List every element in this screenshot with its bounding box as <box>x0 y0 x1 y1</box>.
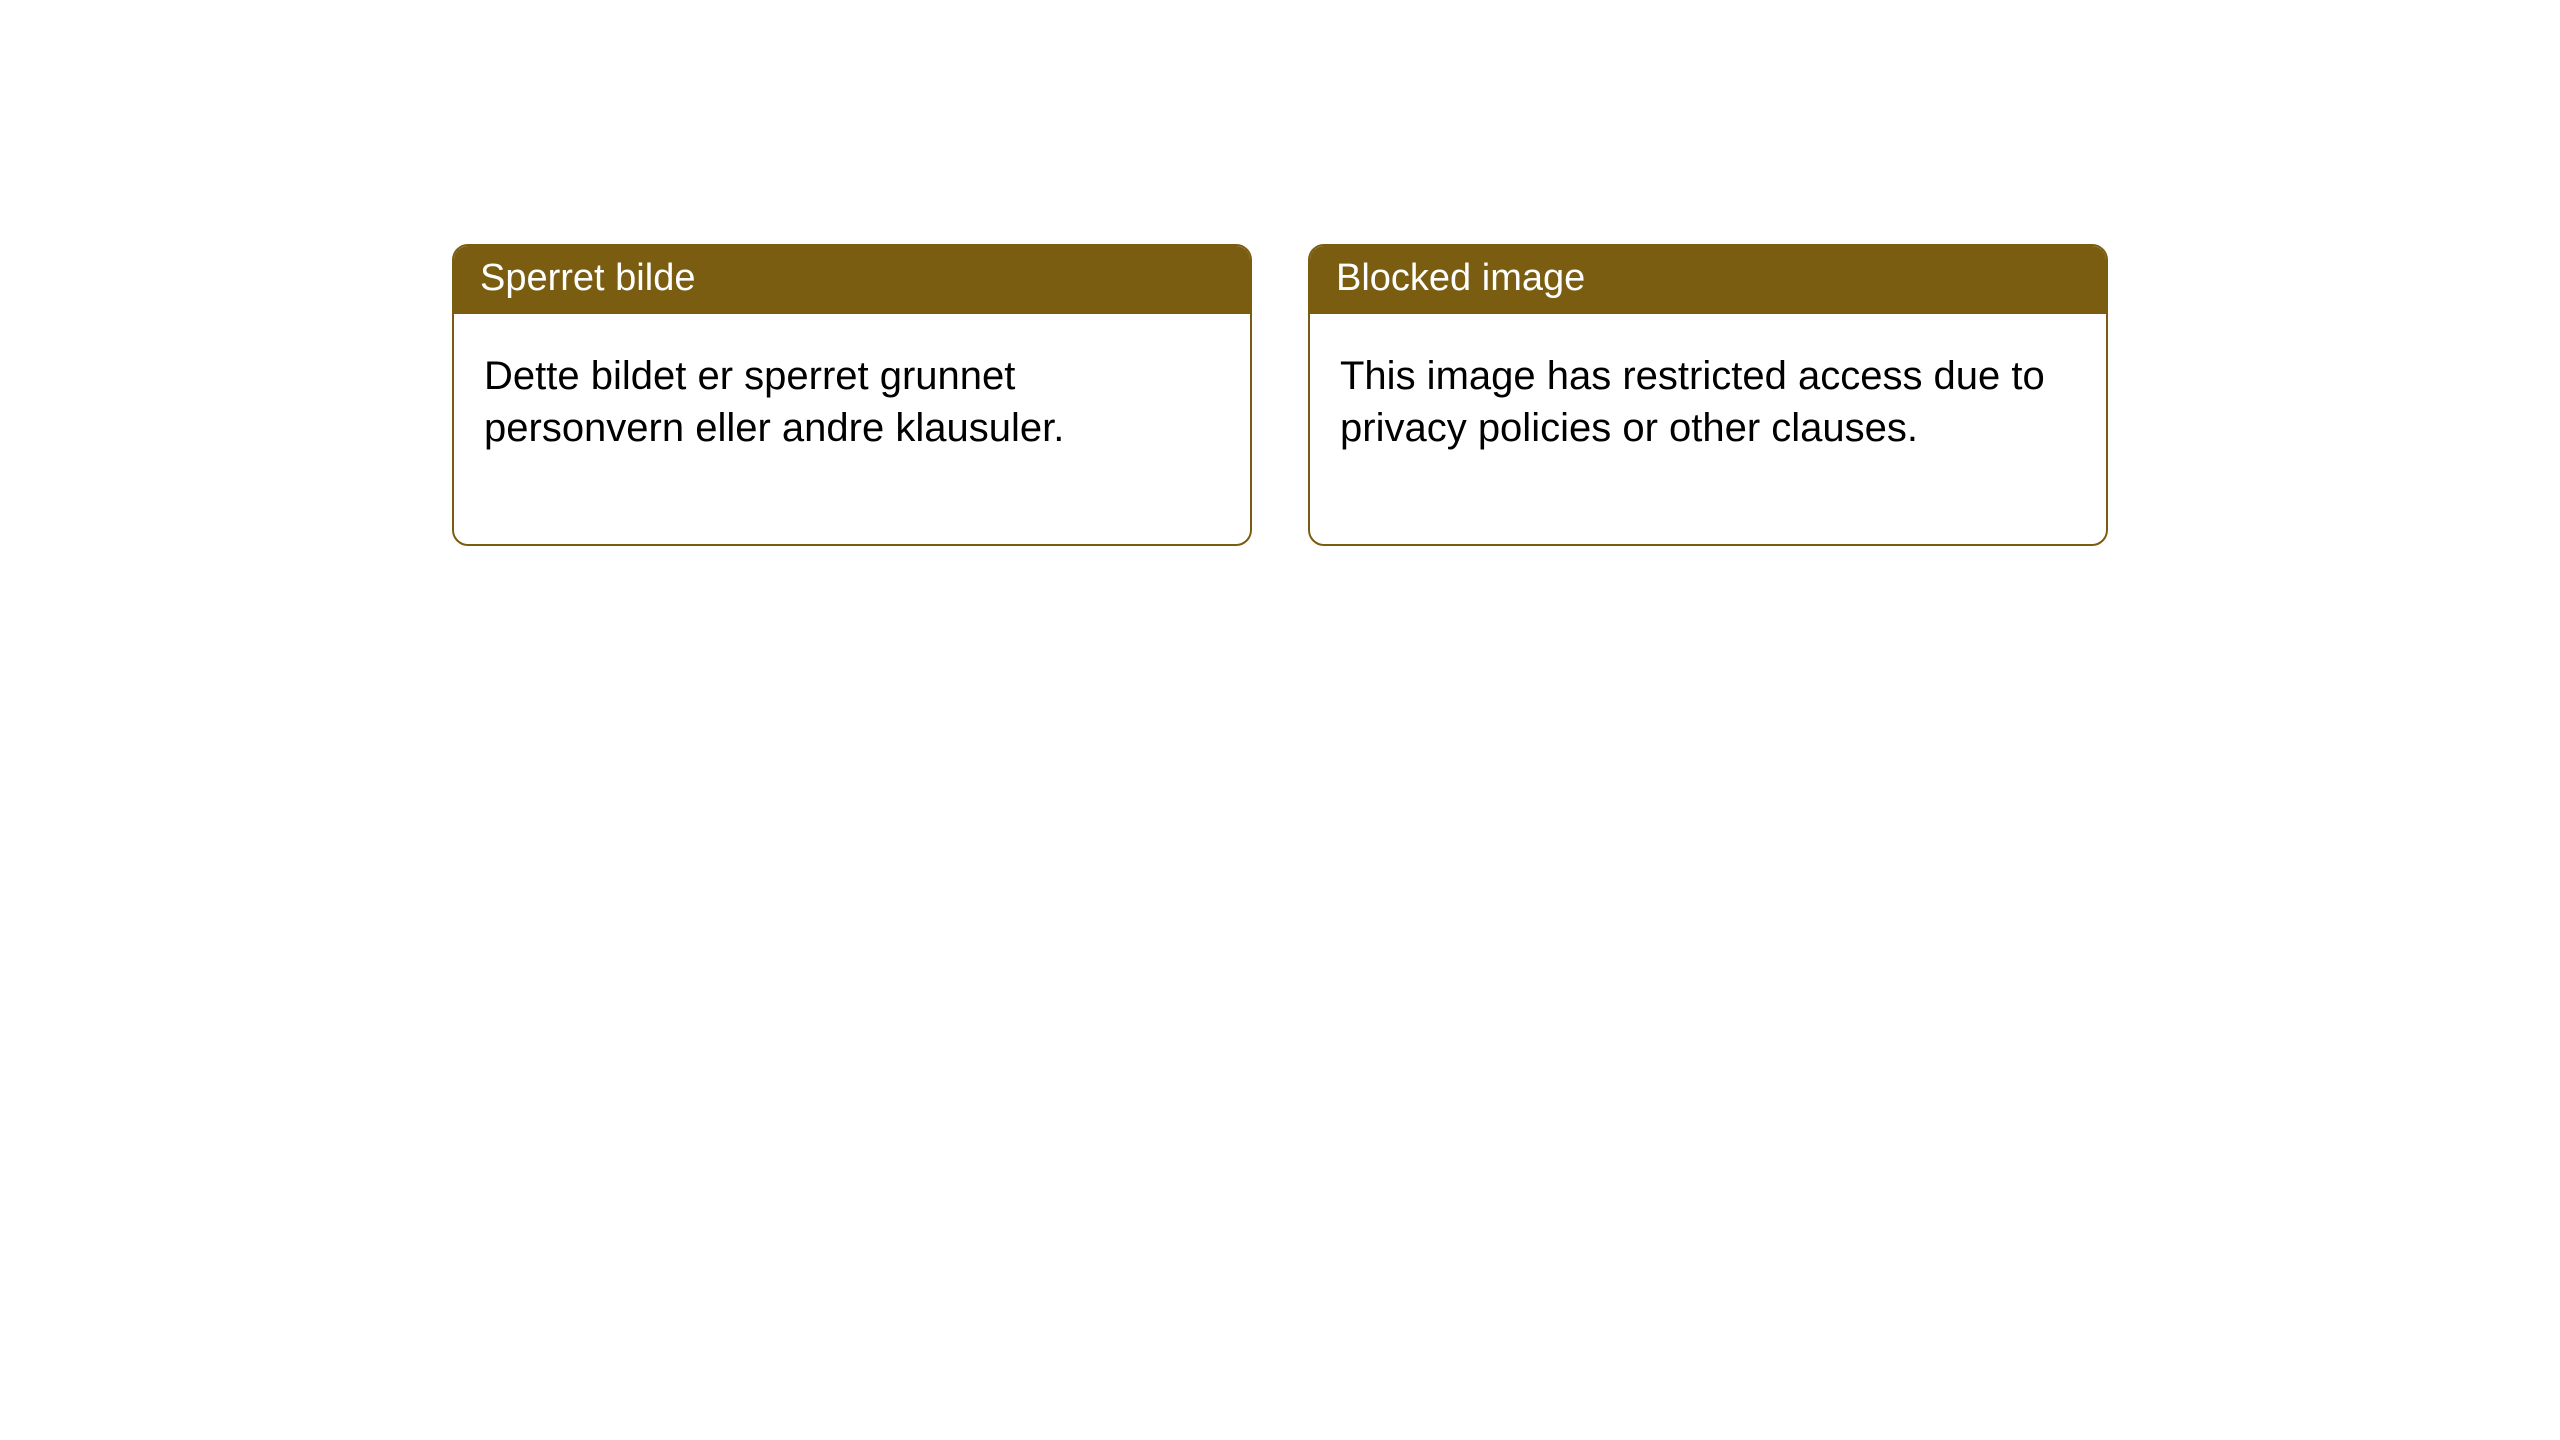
notice-card-norwegian: Sperret bilde Dette bildet er sperret gr… <box>452 244 1252 546</box>
notice-text: Dette bildet er sperret grunnet personve… <box>484 354 1064 450</box>
notice-text: This image has restricted access due to … <box>1340 354 2045 450</box>
notice-body: This image has restricted access due to … <box>1310 314 2106 544</box>
notice-card-english: Blocked image This image has restricted … <box>1308 244 2108 546</box>
notice-title: Blocked image <box>1336 257 1585 299</box>
notice-header: Sperret bilde <box>454 246 1250 314</box>
notice-container: Sperret bilde Dette bildet er sperret gr… <box>0 0 2560 546</box>
notice-body: Dette bildet er sperret grunnet personve… <box>454 314 1250 544</box>
notice-header: Blocked image <box>1310 246 2106 314</box>
notice-title: Sperret bilde <box>480 257 695 299</box>
